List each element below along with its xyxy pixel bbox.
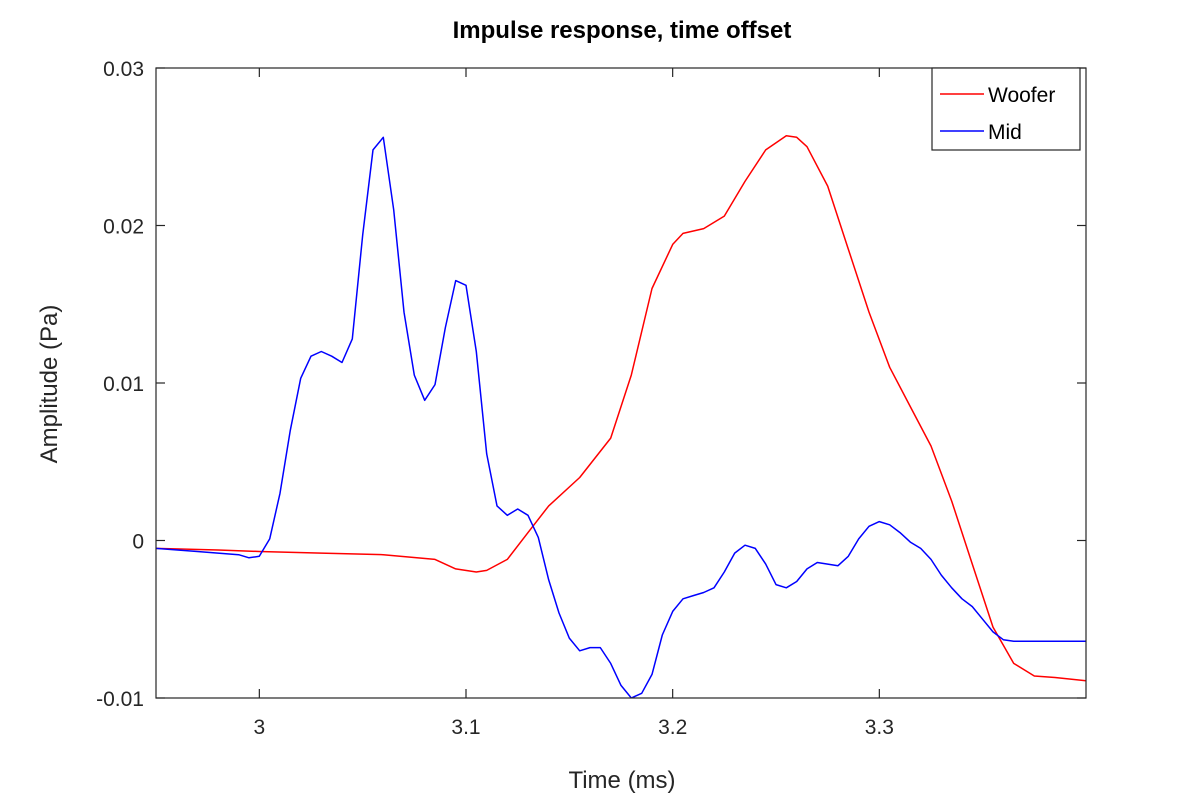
series-layer	[156, 134, 1086, 698]
y-tick-label: -0.01	[96, 688, 144, 711]
legend-label: Woofer	[988, 84, 1055, 107]
x-tick-label: 3	[253, 716, 265, 739]
axis-ticks: 3 3.1 3.2 3.3 -0.01 0 0.01 0.02 0.03	[96, 58, 1086, 739]
x-tick-label: 3.1	[451, 716, 480, 739]
y-axis-label: Amplitude (Pa)	[36, 305, 63, 464]
y-tick-label: 0.03	[103, 58, 144, 81]
x-tick-label: 3.2	[658, 716, 687, 739]
legend-box	[931, 67, 1081, 151]
legend-label: Mid	[988, 121, 1022, 144]
y-tick-label: 0.01	[103, 373, 144, 396]
x-axis-label: Time (ms)	[568, 767, 675, 794]
axes-box	[155, 67, 1087, 699]
y-tick-label: 0.02	[103, 216, 144, 239]
series-line-mid	[156, 136, 1086, 698]
y-tick-label: 0	[132, 531, 144, 554]
chart-title: Impulse response, time offset	[453, 17, 792, 44]
series-line-woofer	[156, 134, 1086, 682]
x-tick-label: 3.3	[865, 716, 894, 739]
legend: Woofer Mid	[931, 67, 1081, 151]
